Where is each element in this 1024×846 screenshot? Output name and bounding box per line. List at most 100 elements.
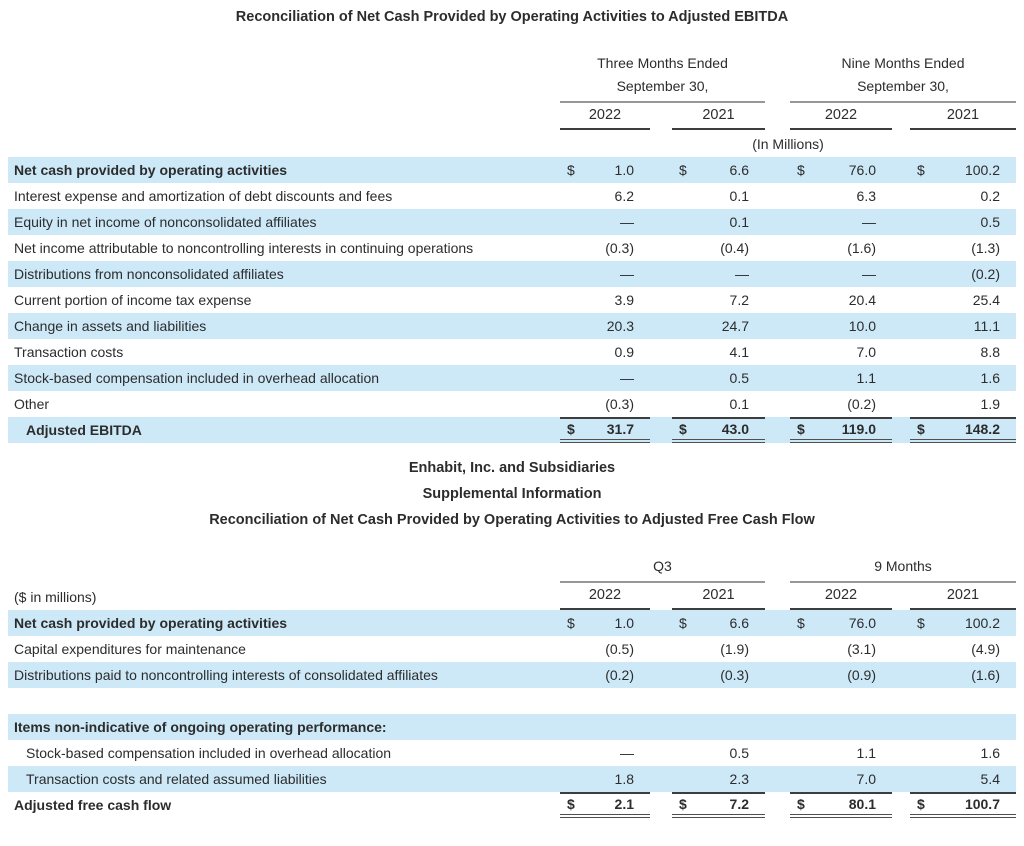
currency-symbol: $ — [567, 615, 575, 631]
value-cell: $100.2 — [910, 610, 1016, 636]
value-cell: 3.9 — [560, 287, 650, 313]
group-subtitle: September 30, — [857, 78, 949, 94]
row-label: Capital expenditures for maintenance — [14, 641, 246, 657]
table-row: Capital expenditures for maintenance (0.5… — [8, 636, 1016, 662]
currency-symbol: $ — [917, 796, 925, 812]
value-cell: 11.1 — [910, 313, 1016, 339]
cell-value: 1.6 — [980, 370, 1000, 386]
value-cell: — — [560, 365, 650, 391]
value-cell: $2.1 — [560, 792, 650, 818]
value-cell: (0.2) — [790, 391, 892, 417]
table-row: Transaction costs and related assumed li… — [8, 766, 1016, 792]
year-column-header: 2021 — [910, 583, 1016, 610]
value-cell: 7.2 — [672, 287, 765, 313]
cell-value: 0.5 — [729, 745, 749, 761]
cell-value: 6.6 — [729, 615, 749, 631]
value-cell: 1.6 — [910, 740, 1016, 766]
value-cell: $119.0 — [790, 417, 892, 443]
row-label: Adjusted free cash flow — [14, 797, 172, 813]
cell-value: 1.1 — [856, 745, 876, 761]
table2-year-headers: ($ in millions) 2022 2021 2022 2021 — [8, 583, 1016, 610]
group-title: Nine Months Ended — [841, 55, 965, 71]
year-column-header: 2022 — [560, 103, 650, 130]
value-cell: (0.2) — [910, 261, 1016, 287]
value-cell — [910, 714, 1016, 740]
currency-symbol: $ — [679, 796, 687, 812]
cell-value: 0.2 — [980, 188, 1000, 204]
value-cell: 25.4 — [910, 287, 1016, 313]
table-row: Equity in net income of nonconsolidated … — [8, 209, 1016, 235]
value-cell: 6.2 — [560, 183, 650, 209]
value-cell: 20.4 — [790, 287, 892, 313]
row-label: Net cash provided by operating activitie… — [14, 615, 288, 631]
value-cell: 7.0 — [790, 339, 892, 365]
cell-value: 7.0 — [856, 344, 876, 360]
year-column-header: 2022 — [790, 103, 892, 130]
company-name: Enhabit, Inc. and Subsidiaries — [408, 460, 616, 476]
page: Reconciliation of Net Cash Provided by O… — [0, 8, 1024, 818]
units-left-label: ($ in millions) — [14, 589, 97, 605]
row-label: Interest expense and amortization of deb… — [14, 188, 393, 204]
value-cell: (1.9) — [672, 636, 765, 662]
cell-value: — — [620, 214, 634, 230]
table-row: Items non-indicative of ongoing operatin… — [8, 714, 1016, 740]
value-cell: (0.4) — [672, 235, 765, 261]
row-label: Transaction costs and related assumed li… — [26, 771, 327, 787]
year-column-header: 2021 — [672, 103, 765, 130]
cell-value: 7.2 — [729, 796, 749, 812]
value-cell: $1.0 — [560, 157, 650, 183]
cell-value: 76.0 — [848, 615, 876, 631]
row-label: Net cash provided by operating activitie… — [14, 162, 288, 178]
table-row: Adjusted free cash flow $2.1 $7.2 $80.1 $100… — [8, 792, 1016, 818]
cell-value: 7.2 — [729, 292, 749, 308]
cell-value: 25.4 — [972, 292, 1000, 308]
value-cell: $100.7 — [910, 792, 1016, 818]
cell-value: 2.3 — [729, 771, 749, 787]
table-row: Net cash provided by operating activitie… — [8, 610, 1016, 636]
table2-title: Reconciliation of Net Cash Provided by O… — [209, 512, 815, 528]
value-cell: 24.7 — [672, 313, 765, 339]
value-cell: (4.9) — [910, 636, 1016, 662]
value-cell: (1.6) — [910, 662, 1016, 688]
table1-group-three-months: Three Months Ended September 30, — [560, 52, 765, 103]
cell-value: 7.0 — [856, 771, 876, 787]
cell-value: 4.1 — [729, 344, 749, 360]
currency-symbol: $ — [797, 162, 805, 178]
cell-value: 100.2 — [964, 615, 1000, 631]
cell-value: 76.0 — [848, 162, 876, 178]
value-cell: $7.2 — [672, 792, 765, 818]
value-cell: 0.5 — [910, 209, 1016, 235]
value-cell: $80.1 — [790, 792, 892, 818]
group-title: 9 Months — [874, 558, 932, 574]
cell-value: (0.3) — [605, 240, 634, 256]
value-cell: 1.6 — [910, 365, 1016, 391]
header-label-spacer — [8, 52, 560, 103]
value-cell: (1.6) — [790, 235, 892, 261]
row-label: Distributions paid to noncontrolling int… — [14, 667, 438, 683]
value-cell: 0.5 — [672, 740, 765, 766]
value-cell: 1.1 — [790, 365, 892, 391]
cell-value: (1.6) — [847, 240, 876, 256]
currency-symbol: $ — [797, 421, 805, 437]
cell-value: 1.9 — [980, 396, 1000, 412]
currency-symbol: $ — [567, 796, 575, 812]
table-row: Net income attributable to noncontrollin… — [8, 235, 1016, 261]
value-cell — [560, 714, 650, 740]
value-cell: 0.9 — [560, 339, 650, 365]
currency-symbol: $ — [917, 615, 925, 631]
table1-column-groups: Three Months Ended September 30, Nine Mo… — [8, 52, 1016, 103]
value-cell: 1.1 — [790, 740, 892, 766]
table-row: Net cash provided by operating activitie… — [8, 157, 1016, 183]
table1-group-nine-months: Nine Months Ended September 30, — [790, 52, 1016, 103]
spacer — [0, 26, 1024, 52]
currency-symbol: $ — [917, 162, 925, 178]
cell-value: 1.6 — [980, 745, 1000, 761]
section-subtitle: Supplemental Information — [422, 486, 602, 502]
row-label: Equity in net income of nonconsolidated … — [14, 214, 317, 230]
cell-value: 0.1 — [729, 188, 749, 204]
cell-value: (0.9) — [847, 667, 876, 683]
currency-symbol: $ — [679, 162, 687, 178]
table2: Q3 9 Months ($ in millions) 2022 2021 20… — [8, 555, 1016, 818]
cell-value: 119.0 — [841, 421, 876, 437]
cell-value: — — [620, 745, 634, 761]
